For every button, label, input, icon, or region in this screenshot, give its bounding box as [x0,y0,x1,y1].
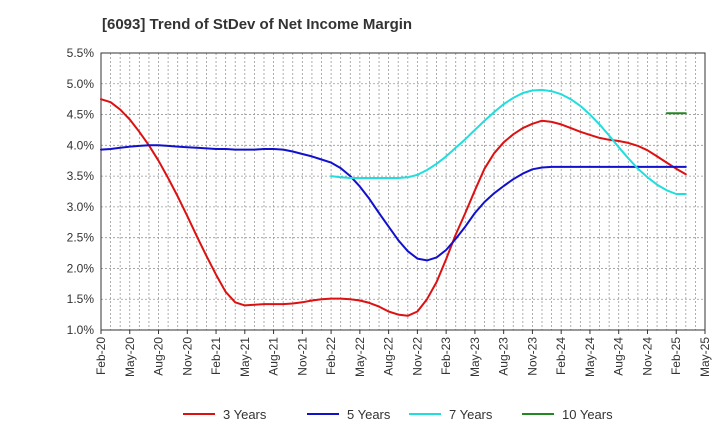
y-tick-label: 4.0% [67,138,95,152]
x-tick-label: Nov-23 [525,337,539,376]
x-tick-label: May-20 [123,337,137,377]
x-tick-label: Aug-20 [152,337,166,376]
legend-item: 7 Years [409,407,493,422]
x-tick-label: Aug-24 [612,337,626,376]
legend-label: 10 Years [562,407,613,422]
grid-lines [101,53,705,330]
x-tick-label: Aug-23 [497,337,511,376]
legend-label: 5 Years [347,407,391,422]
series-line-3-years [100,98,687,317]
y-tick-label: 4.5% [67,108,95,122]
legend-item: 3 Years [183,407,267,422]
legend-item: 5 Years [307,407,391,422]
x-tick-label: Nov-22 [410,337,424,376]
x-tick-label: Nov-24 [640,337,654,376]
y-tick-label: 1.0% [67,323,95,337]
y-tick-label: 5.0% [67,77,95,91]
y-tick-label: 2.0% [67,261,95,275]
x-tick-label: Feb-20 [94,337,108,375]
x-tick-label: Aug-21 [267,337,281,376]
x-tick-label: Feb-24 [554,337,568,375]
x-axis-tick-labels: Feb-20 May-20 Aug-20 Nov-20 Feb-21 May-21 Aug-… [94,337,712,377]
x-tick-label: May-25 [698,337,712,377]
x-tick-label: Aug-22 [382,337,396,376]
legend-label: 3 Years [223,407,267,422]
y-axis-tick-labels: 1.0% 1.5% 2.0% 2.5% 3.0% 3.5% 4.0% 4.5% 5.0% 5.5% [67,46,95,337]
x-tick-label: May-22 [353,337,367,377]
x-tick-label: May-21 [238,337,252,377]
x-tick-label: Feb-23 [439,337,453,375]
x-tick-label: Nov-21 [295,337,309,376]
y-tick-label: 3.5% [67,169,95,183]
chart-title: [6093] Trend of StDev of Net Income Marg… [102,16,413,33]
x-tick-label: Feb-22 [324,337,338,375]
x-tick-label: Feb-21 [209,337,223,375]
y-tick-label: 2.5% [67,231,95,245]
y-tick-label: 5.5% [67,46,95,60]
series-lines [100,88,687,317]
x-tick-label: Nov-20 [180,337,194,376]
legend-label: 7 Years [449,407,493,422]
plot-frame [100,52,706,331]
series-line-5-years [100,144,687,262]
axis-frame [100,52,706,334]
series-line-7-years [330,88,687,195]
y-tick-label: 3.0% [67,200,95,214]
x-tick-label: Feb-25 [669,337,683,375]
y-tick-label: 1.5% [67,292,95,306]
x-tick-label: May-23 [468,337,482,377]
legend-item: 10 Years [522,407,613,422]
legend: 3 Years 5 Years 7 Years 10 Years [183,407,613,422]
x-tick-label: May-24 [583,337,597,377]
